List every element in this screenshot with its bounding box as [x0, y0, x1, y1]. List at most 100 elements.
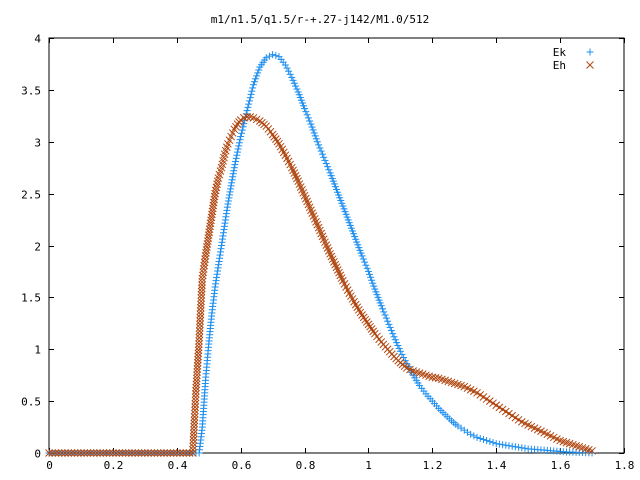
- data-point: [362, 261, 370, 269]
- data-point: [93, 449, 101, 457]
- data-point: [176, 449, 184, 457]
- x-tick-label: 1.6: [551, 459, 571, 472]
- data-point: [298, 186, 306, 194]
- data-point: [316, 226, 324, 235]
- data-point: [317, 229, 326, 238]
- data-point: [109, 449, 117, 457]
- data-point: [233, 151, 241, 159]
- data-point: [324, 163, 332, 171]
- data-point: [306, 117, 314, 125]
- data-point: [281, 61, 289, 69]
- data-point: [67, 449, 76, 457]
- data-point: [428, 373, 437, 382]
- data-point: [302, 108, 310, 116]
- data-point: [243, 112, 251, 121]
- data-point: [322, 241, 331, 249]
- data-point: [196, 307, 205, 315]
- data-point: [312, 217, 320, 226]
- y-tick-label: 0: [34, 448, 41, 461]
- x-tick-label: 1.2: [423, 459, 443, 472]
- data-point: [254, 69, 262, 77]
- data-point: [196, 320, 204, 329]
- data-point: [188, 449, 197, 457]
- data-point: [226, 188, 234, 196]
- data-point: [305, 203, 314, 212]
- data-point: [246, 94, 254, 102]
- data-point: [192, 386, 200, 395]
- data-point: [195, 330, 204, 339]
- data-point: [189, 429, 198, 438]
- data-point: [192, 377, 201, 386]
- x-tick-label: 0.8: [296, 459, 316, 472]
- data-point: [77, 449, 85, 457]
- data-point: [224, 197, 232, 205]
- data-point: [391, 336, 399, 344]
- data-point: [197, 300, 205, 309]
- data-point: [198, 274, 207, 283]
- data-point: [320, 153, 328, 161]
- data-point: [197, 284, 206, 293]
- data-point: [521, 444, 529, 452]
- data-point: [195, 333, 204, 342]
- data-point: [112, 449, 120, 457]
- x-tick-label: 1.4: [487, 459, 507, 472]
- data-point: [64, 449, 73, 457]
- data-point: [189, 432, 198, 441]
- data-point: [518, 444, 526, 452]
- data-point: [387, 327, 395, 335]
- data-point: [189, 436, 198, 444]
- y-tick-label: 3: [34, 137, 41, 150]
- data-point: [191, 393, 200, 402]
- data-point: [191, 400, 200, 408]
- data-point: [115, 449, 124, 457]
- data-point: [370, 282, 378, 290]
- data-point: [310, 215, 319, 223]
- data-point: [224, 200, 232, 208]
- data-point: [191, 390, 200, 398]
- data-point: [231, 161, 239, 169]
- data-point: [57, 449, 66, 457]
- data-point: [316, 144, 324, 152]
- data-point: [195, 340, 203, 348]
- data-point: [198, 281, 206, 290]
- data-point: [134, 449, 143, 457]
- data-point: [307, 120, 315, 128]
- data-point: [193, 368, 201, 376]
- data-point: [379, 305, 386, 313]
- data-point: [228, 176, 236, 184]
- data-point: [190, 426, 198, 434]
- data-point: [225, 191, 233, 199]
- data-point: [144, 449, 152, 457]
- data-point: [191, 396, 200, 405]
- data-point: [230, 164, 238, 172]
- x-tick-label: 1.8: [615, 459, 635, 472]
- plot-border: [48, 37, 625, 454]
- data-point: [301, 194, 310, 203]
- data-point: [271, 135, 280, 144]
- y-tick-label: 0.5: [21, 396, 41, 409]
- data-point: [377, 302, 385, 310]
- data-point: [232, 154, 240, 162]
- data-point: [292, 82, 300, 90]
- chart-title: m1/n1.5/q1.5/r-+.27-j142/M1.0/512: [211, 13, 430, 26]
- data-point: [511, 443, 519, 451]
- data-point: [197, 287, 206, 296]
- data-point: [190, 413, 199, 421]
- series-eh: [45, 112, 596, 457]
- data-point: [288, 73, 296, 81]
- data-point: [312, 135, 320, 143]
- data-point: [229, 170, 237, 178]
- data-point: [198, 271, 207, 280]
- data-point: [201, 255, 209, 263]
- data-point: [243, 107, 251, 115]
- data-point: [54, 449, 63, 457]
- data-point: [502, 441, 510, 449]
- data-point: [322, 160, 330, 168]
- data-point: [325, 166, 333, 174]
- data-point: [235, 139, 243, 147]
- data-point: [362, 318, 371, 326]
- data-point: [179, 449, 188, 457]
- data-point: [210, 192, 219, 201]
- data-point: [227, 185, 235, 193]
